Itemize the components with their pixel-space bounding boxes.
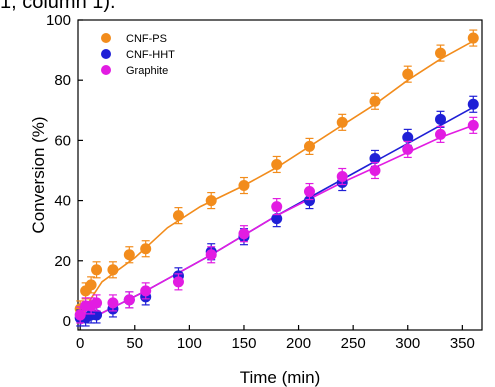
x-tick-label: 200 [286,335,311,352]
y-tick-label: 20 [54,253,71,270]
data-point [85,276,97,294]
data-point [369,92,381,110]
y-tick-label: 60 [54,132,71,149]
data-point [238,225,250,243]
legend-marker [101,33,111,43]
data-point [107,261,119,279]
x-tick-label: 300 [395,335,420,352]
legend-marker [101,65,111,75]
data-point [336,113,348,131]
data-point [369,161,381,180]
x-tick-label: 0 [76,335,84,352]
legend-item: Graphite [101,65,168,77]
data-point [74,306,86,324]
y-tick-label: 0 [63,313,71,330]
data-point [467,29,479,47]
legend: CNF-PS CNF-HHT Graphite [101,33,175,77]
x-tick-label: 350 [450,335,475,352]
data-point [91,261,103,279]
data-point [205,191,217,210]
x-tick-label: 150 [231,335,256,352]
data-point [172,273,184,291]
data-point [303,182,315,201]
data-point [123,246,135,264]
legend-label: CNF-PS [126,33,167,45]
data-point [238,176,250,195]
data-point [467,116,479,134]
data-point [107,294,119,312]
data-point [402,65,414,83]
plot-frame [77,19,483,331]
x-tick-label: 250 [341,335,366,352]
data-point [435,110,447,128]
data-point [140,240,152,258]
data-point [271,198,283,216]
data-point [303,137,315,156]
x-tick-label: 50 [126,335,143,352]
data-point [91,294,103,312]
legend-item: CNF-PS [101,33,167,45]
data-point [123,291,135,309]
data-point [467,95,479,113]
x-axis-title: Time (min) [240,368,321,387]
y-tick-label: 80 [54,72,71,89]
data-point [271,155,283,174]
y-tick-label: 100 [46,12,71,29]
legend-item: CNF-HHT [101,49,175,61]
caption-fragment: 1, column 1). [0,0,116,13]
y-axis-title: Conversion (%) [29,116,48,233]
data-point [402,140,414,159]
x-tick-label: 100 [177,335,202,352]
fit-line [79,40,474,316]
data-point [205,246,217,264]
y-tick-label: 40 [54,193,71,210]
data-point [140,282,152,300]
data-point [435,44,447,62]
data-point [172,207,184,225]
legend-label: Graphite [126,65,168,77]
data-point [435,125,447,143]
data-point [336,167,348,186]
legend-marker [101,49,111,59]
legend-label: CNF-HHT [126,49,175,61]
